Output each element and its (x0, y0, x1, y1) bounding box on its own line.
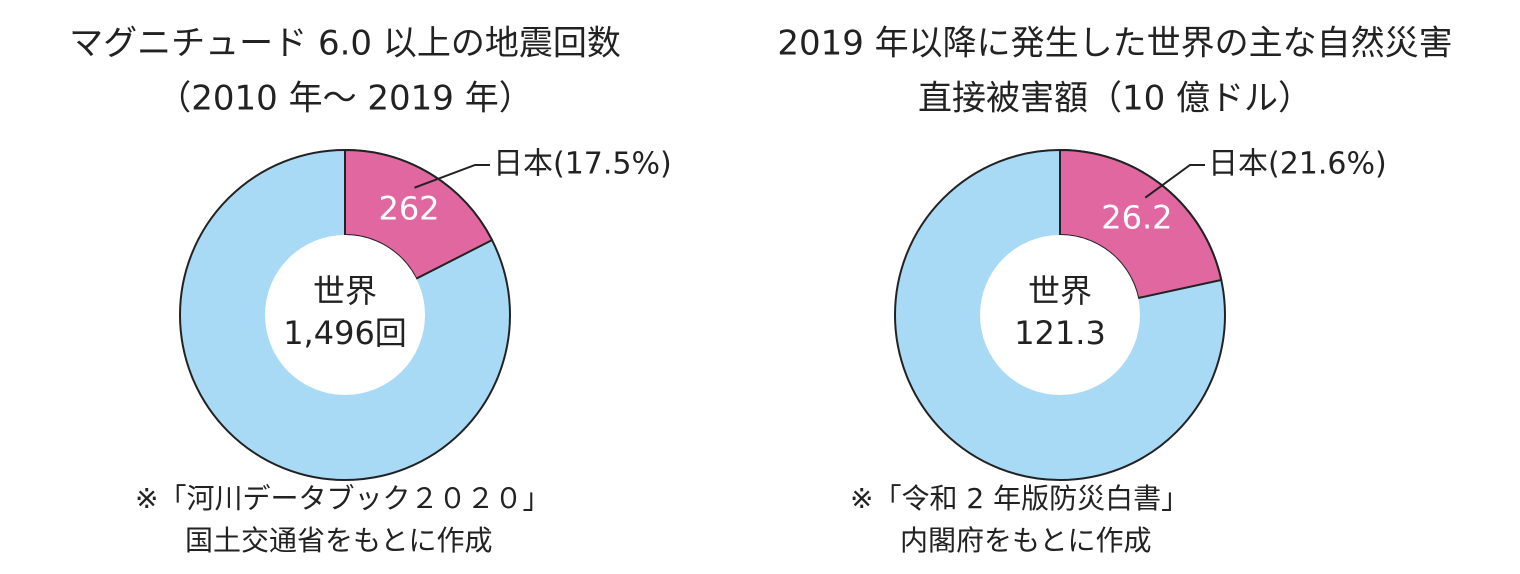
source-note: 内閣府をもとに作成 (900, 524, 1151, 557)
center-name: 世界 (313, 272, 377, 310)
source-note: ※「令和 2 年版防災白書」 (850, 482, 1189, 515)
source-note: 国土交通省をもとに作成 (185, 524, 492, 557)
center-name: 世界 (1028, 272, 1092, 310)
chart-title: （2010 年〜 2019 年） (157, 79, 532, 119)
chart-title: 直接被害額（10 億ドル） (918, 79, 1312, 119)
leader-line (1144, 164, 1205, 199)
source-note: ※「河川データブック２０２０」 (135, 482, 550, 515)
slice-value-label: 262 (378, 190, 439, 228)
leader-line (414, 164, 490, 189)
center-value: 1,496回 (283, 314, 407, 352)
center-value: 121.3 (1014, 314, 1106, 352)
chart-title: マグニチュード 6.0 以上の地震回数 (69, 24, 621, 64)
chart-title: 2019 年以降に発生した世界の主な自然災害 (777, 24, 1452, 64)
donut-hole (980, 235, 1140, 395)
slice-label: 日本(17.5%) (493, 147, 672, 182)
slice-label: 日本(21.6%) (1208, 147, 1387, 182)
slice-value-label: 26.2 (1101, 199, 1172, 237)
donut-hole (265, 235, 425, 395)
